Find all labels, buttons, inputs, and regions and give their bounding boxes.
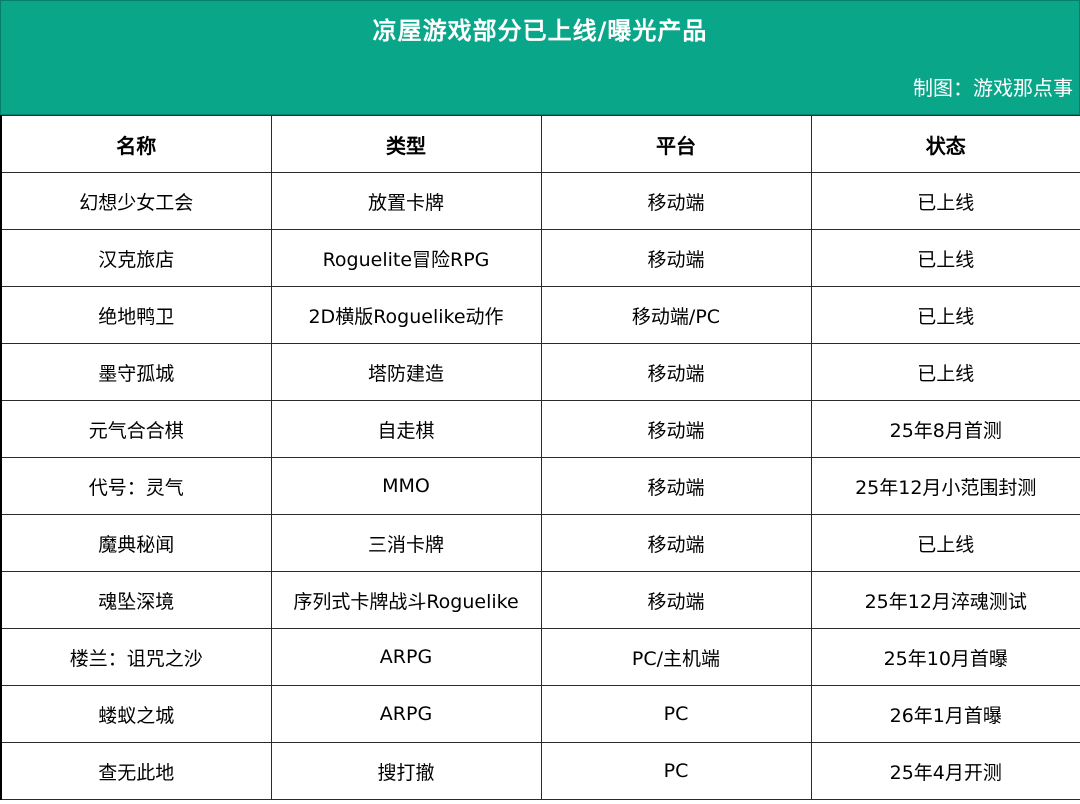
cell-platform: 移动端 (540, 514, 812, 572)
product-table: 名称 类型 平台 状态 幻想少女工会 放置卡牌 移动端 已上线 汉克旅店 Rog… (0, 115, 1080, 800)
column-header-type: 类型 (270, 115, 542, 173)
cell-type: 放置卡牌 (270, 172, 542, 230)
table-row: 魔典秘闻 三消卡牌 移动端 已上线 (0, 514, 1080, 572)
cell-status: 25年10月首曝 (810, 628, 1080, 686)
cell-platform: PC (540, 742, 812, 800)
table-row: 代号：灵气 MMO 移动端 25年12月小范围封测 (0, 457, 1080, 515)
cell-type: 塔防建造 (270, 343, 542, 401)
cell-platform: 移动端 (540, 343, 812, 401)
cell-name: 代号：灵气 (0, 457, 272, 515)
table-row: 元气合合棋 自走棋 移动端 25年8月首测 (0, 400, 1080, 458)
cell-type: 三消卡牌 (270, 514, 542, 572)
cell-name: 墨守孤城 (0, 343, 272, 401)
table-title: 凉屋游戏部分已上线/曝光产品 (372, 17, 708, 45)
cell-status: 25年12月小范围封测 (810, 457, 1080, 515)
cell-type: MMO (270, 457, 542, 515)
cell-type: ARPG (270, 628, 542, 686)
cell-status: 已上线 (810, 172, 1080, 230)
table-header-row: 名称 类型 平台 状态 (0, 115, 1080, 173)
table-row: 墨守孤城 塔防建造 移动端 已上线 (0, 343, 1080, 401)
cell-status: 已上线 (810, 514, 1080, 572)
column-header-status: 状态 (810, 115, 1080, 173)
cell-type: 序列式卡牌战斗Roguelike (270, 571, 542, 629)
table-header-banner: 凉屋游戏部分已上线/曝光产品 制图：游戏那点事 (0, 0, 1080, 115)
cell-platform: PC/主机端 (540, 628, 812, 686)
cell-type: 自走棋 (270, 400, 542, 458)
cell-name: 查无此地 (0, 742, 272, 800)
cell-status: 26年1月首曝 (810, 685, 1080, 743)
cell-platform: 移动端 (540, 172, 812, 230)
cell-status: 已上线 (810, 286, 1080, 344)
table-row: 绝地鸭卫 2D横版Roguelike动作 移动端/PC 已上线 (0, 286, 1080, 344)
table-row: 蝼蚁之城 ARPG PC 26年1月首曝 (0, 685, 1080, 743)
table-row: 幻想少女工会 放置卡牌 移动端 已上线 (0, 172, 1080, 230)
cell-platform: 移动端/PC (540, 286, 812, 344)
table-row: 汉克旅店 Roguelite冒险RPG 移动端 已上线 (0, 229, 1080, 287)
table-row: 查无此地 搜打撤 PC 25年4月开测 (0, 742, 1080, 800)
cell-status: 25年12月淬魂测试 (810, 571, 1080, 629)
cell-type: 2D横版Roguelike动作 (270, 286, 542, 344)
cell-platform: 移动端 (540, 457, 812, 515)
cell-name: 幻想少女工会 (0, 172, 272, 230)
cell-status: 25年4月开测 (810, 742, 1080, 800)
cell-type: 搜打撤 (270, 742, 542, 800)
cell-status: 已上线 (810, 343, 1080, 401)
cell-name: 绝地鸭卫 (0, 286, 272, 344)
cell-type: Roguelite冒险RPG (270, 229, 542, 287)
cell-name: 汉克旅店 (0, 229, 272, 287)
cell-name: 魔典秘闻 (0, 514, 272, 572)
cell-status: 已上线 (810, 229, 1080, 287)
column-header-name: 名称 (0, 115, 272, 173)
cell-platform: 移动端 (540, 571, 812, 629)
table-row: 楼兰：诅咒之沙 ARPG PC/主机端 25年10月首曝 (0, 628, 1080, 686)
table-row: 魂坠深境 序列式卡牌战斗Roguelike 移动端 25年12月淬魂测试 (0, 571, 1080, 629)
column-header-platform: 平台 (540, 115, 812, 173)
cell-status: 25年8月首测 (810, 400, 1080, 458)
cell-name: 楼兰：诅咒之沙 (0, 628, 272, 686)
cell-platform: PC (540, 685, 812, 743)
cell-type: ARPG (270, 685, 542, 743)
cell-name: 蝼蚁之城 (0, 685, 272, 743)
cell-name: 元气合合棋 (0, 400, 272, 458)
cell-platform: 移动端 (540, 400, 812, 458)
cell-name: 魂坠深境 (0, 571, 272, 629)
chart-credit: 制图：游戏那点事 (913, 76, 1073, 100)
cell-platform: 移动端 (540, 229, 812, 287)
